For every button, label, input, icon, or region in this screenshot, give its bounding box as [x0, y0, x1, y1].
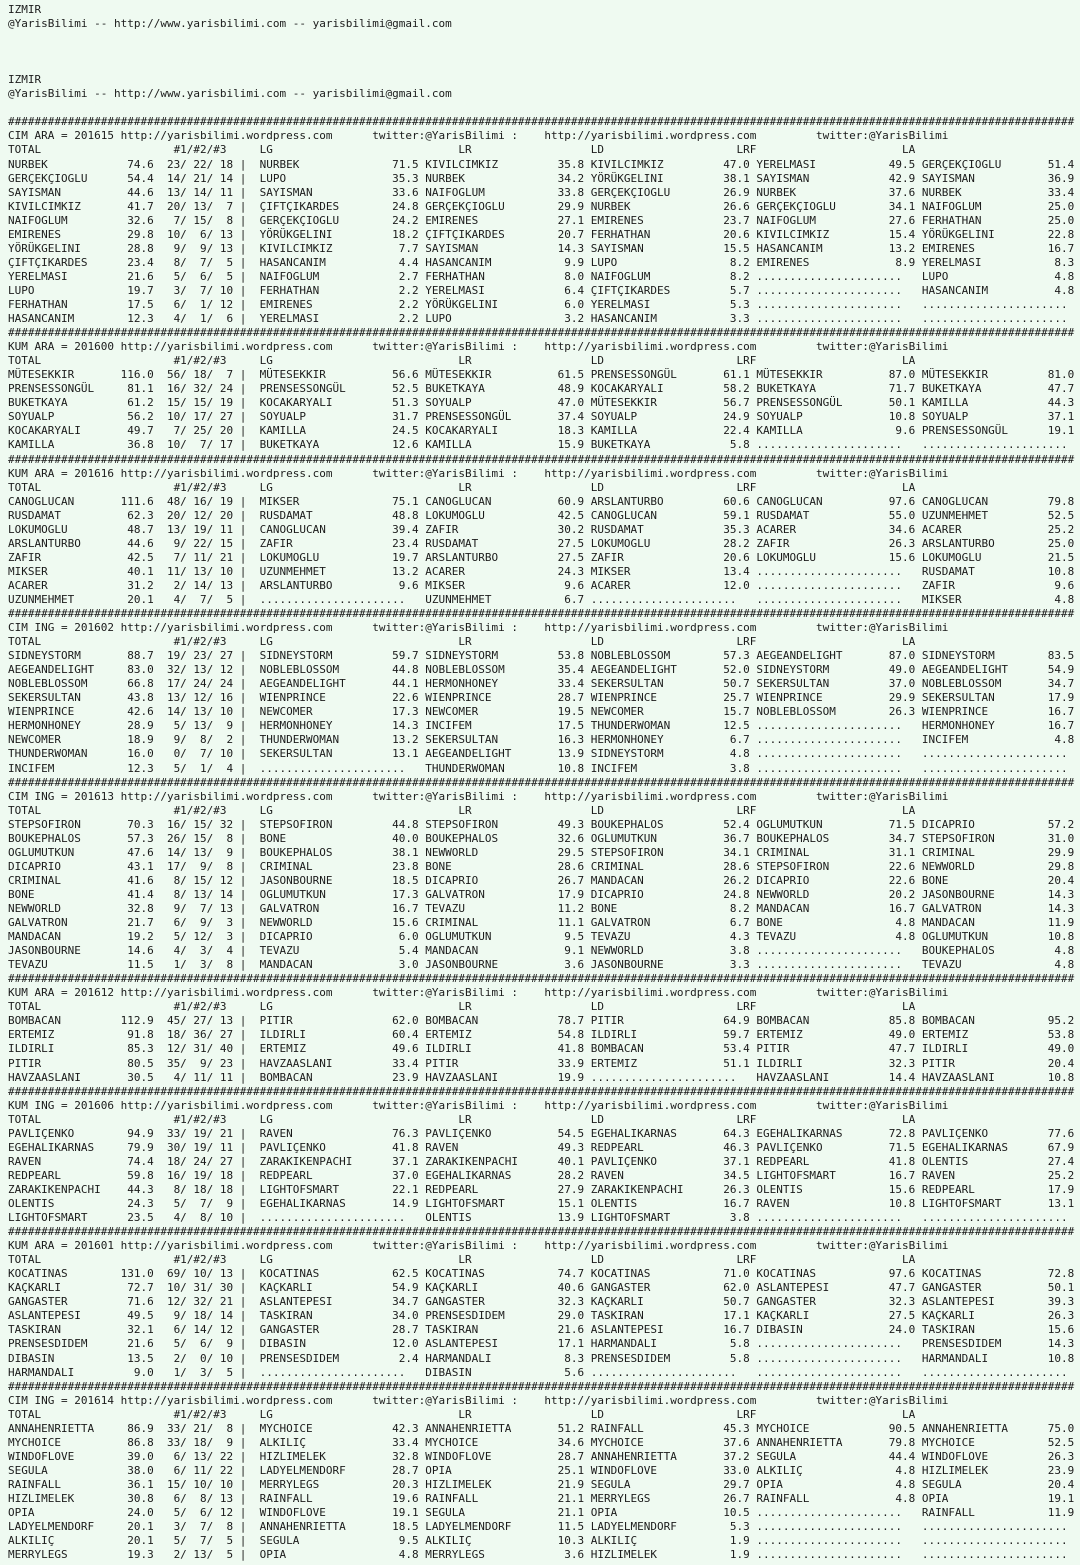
racing-stats-report-text: IZMIR @YarisBilimi -- http://www.yarisbi…: [8, 3, 1075, 1562]
racing-stats-page: IZMIR @YarisBilimi -- http://www.yarisbi…: [8, 3, 1075, 1562]
